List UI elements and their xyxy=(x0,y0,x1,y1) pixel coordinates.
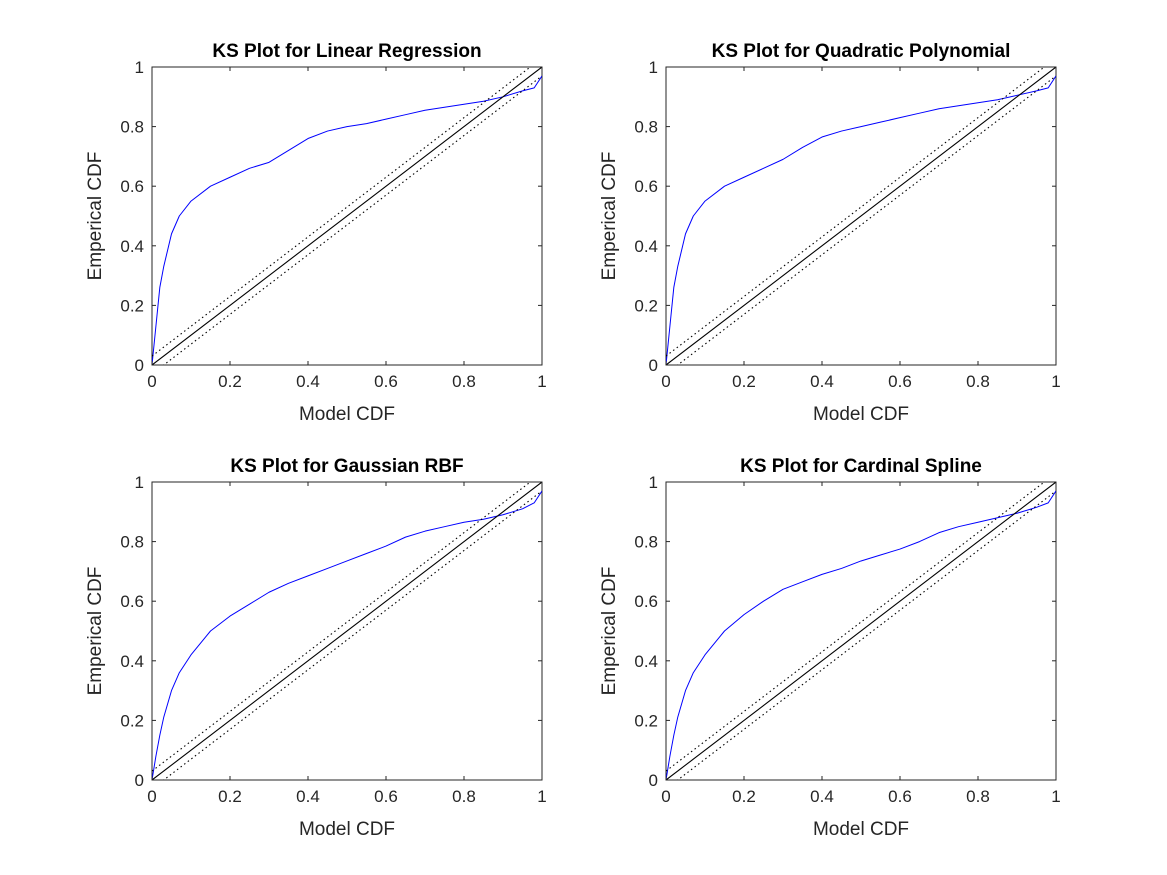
y-axis-label: Emperical CDF xyxy=(85,567,106,696)
y-tick-label: 0.4 xyxy=(634,237,658,256)
y-tick-label: 0.2 xyxy=(634,296,658,315)
chart-title: KS Plot for Gaussian RBF xyxy=(230,456,463,477)
diagonal-reference-line xyxy=(152,482,542,780)
y-axis-label: Emperical CDF xyxy=(599,152,620,281)
y-tick-label: 0.6 xyxy=(120,592,144,611)
axes-box xyxy=(151,66,543,366)
x-tick-label: 0 xyxy=(661,372,670,391)
y-axis-label: Emperical CDF xyxy=(85,152,106,281)
chart-title: KS Plot for Quadratic Polynomial xyxy=(712,41,1011,62)
y-tick-label: 0.4 xyxy=(120,237,144,256)
upper-bound-line xyxy=(152,482,532,772)
upper-bound-line xyxy=(666,482,1046,772)
x-tick-label: 1 xyxy=(1051,787,1060,806)
x-axis-label: Model CDF xyxy=(813,819,909,840)
ks-curve-line xyxy=(666,490,1056,780)
ks-curve-line xyxy=(152,75,542,365)
x-tick-label: 0 xyxy=(147,372,156,391)
lower-bound-line xyxy=(676,75,1056,365)
x-tick-label: 0.8 xyxy=(966,787,990,806)
lower-bound-line xyxy=(162,75,542,365)
x-axis-label: Model CDF xyxy=(813,404,909,425)
upper-bound-line xyxy=(152,67,532,357)
x-tick-label: 0.2 xyxy=(218,787,242,806)
axes-box xyxy=(151,481,543,781)
diagonal-reference-line xyxy=(666,482,1056,780)
ks-curve-line xyxy=(152,490,542,780)
y-tick-label: 0.4 xyxy=(634,652,658,671)
y-tick-label: 1 xyxy=(135,58,144,77)
y-tick-label: 0 xyxy=(649,771,658,790)
x-tick-label: 0.2 xyxy=(732,787,756,806)
y-tick-label: 0 xyxy=(135,356,144,375)
plot-area xyxy=(152,67,542,365)
subplot-3: 0 0.2 0.4 0.6 0.8 1 0 0.2 0.4 0.6 0.8 1 KS Plot for … xyxy=(85,456,547,840)
y-tick-label: 0.6 xyxy=(120,177,144,196)
diagonal-reference-line xyxy=(666,67,1056,365)
y-tick-label: 0.2 xyxy=(634,711,658,730)
y-tick-label: 1 xyxy=(135,473,144,492)
x-tick-label: 0.8 xyxy=(452,787,476,806)
y-axis-label: Emperical CDF xyxy=(599,567,620,696)
x-tick-label: 0.6 xyxy=(374,787,398,806)
x-tick-label: 0.4 xyxy=(296,372,320,391)
y-tick-label: 0.8 xyxy=(120,533,144,552)
x-axis-label: Model CDF xyxy=(299,819,395,840)
chart-title: KS Plot for Cardinal Spline xyxy=(740,456,982,477)
plot-area xyxy=(666,482,1056,780)
x-tick-label: 0.4 xyxy=(296,787,320,806)
x-tick-label: 0.2 xyxy=(218,372,242,391)
y-tick-label: 0 xyxy=(135,771,144,790)
x-axis-label: Model CDF xyxy=(299,404,395,425)
y-tick-label: 0.2 xyxy=(120,296,144,315)
y-tick-label: 1 xyxy=(649,58,658,77)
x-tick-label: 0.6 xyxy=(374,372,398,391)
x-tick-label: 0.4 xyxy=(810,372,834,391)
y-tick-label: 0.8 xyxy=(120,118,144,137)
lower-bound-line xyxy=(676,490,1056,780)
x-tick-label: 0.8 xyxy=(452,372,476,391)
axes-box xyxy=(665,66,1057,366)
x-tick-label: 0 xyxy=(147,787,156,806)
diagonal-reference-line xyxy=(152,67,542,365)
y-tick-label: 0.8 xyxy=(634,118,658,137)
ks-curve-line xyxy=(666,75,1056,365)
x-tick-label: 1 xyxy=(1051,372,1060,391)
x-tick-label: 0 xyxy=(661,787,670,806)
y-tick-label: 0.4 xyxy=(120,652,144,671)
plot-area xyxy=(152,482,542,780)
x-tick-label: 0.6 xyxy=(888,787,912,806)
chart-title: KS Plot for Linear Regression xyxy=(212,41,481,62)
y-tick-label: 0.6 xyxy=(634,177,658,196)
y-tick-label: 0.6 xyxy=(634,592,658,611)
upper-bound-line xyxy=(666,67,1046,357)
x-tick-label: 0.2 xyxy=(732,372,756,391)
y-tick-label: 0.8 xyxy=(634,533,658,552)
x-tick-label: 0.8 xyxy=(966,372,990,391)
x-tick-label: 0.6 xyxy=(888,372,912,391)
axes-box xyxy=(665,481,1057,781)
y-tick-label: 0 xyxy=(649,356,658,375)
subplot-1: 0 0.2 0.4 0.6 0.8 1 0 0.2 0.4 0.6 0.8 1 KS Plot for … xyxy=(85,41,547,425)
y-tick-label: 0.2 xyxy=(120,711,144,730)
y-tick-label: 1 xyxy=(649,473,658,492)
lower-bound-line xyxy=(162,490,542,780)
x-tick-label: 1 xyxy=(537,372,546,391)
plot-area xyxy=(666,67,1056,365)
subplot-4: 0 0.2 0.4 0.6 0.8 1 0 0.2 0.4 0.6 0.8 1 KS Plot for … xyxy=(599,456,1061,840)
x-tick-label: 1 xyxy=(537,787,546,806)
x-tick-label: 0.4 xyxy=(810,787,834,806)
subplot-2: 0 0.2 0.4 0.6 0.8 1 0 0.2 0.4 0.6 0.8 1 KS Plot for … xyxy=(599,41,1061,425)
